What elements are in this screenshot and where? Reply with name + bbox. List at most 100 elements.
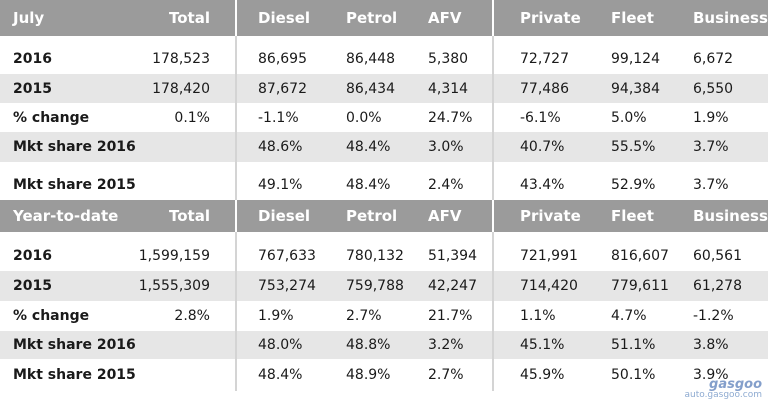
table-cell: 87,672 xyxy=(258,81,307,97)
section-title: Year-to-date xyxy=(13,207,119,225)
table-cell: 40.7% xyxy=(520,139,565,155)
table-cell: 51,394 xyxy=(428,248,477,264)
table-cell: 55.5% xyxy=(611,139,656,155)
row-label: Mkt share 2015 xyxy=(13,367,136,383)
column-header: AFV xyxy=(428,9,462,27)
column-header: Petrol xyxy=(346,207,398,225)
table-cell: 6,672 xyxy=(693,51,734,67)
table-cell: -6.1% xyxy=(520,109,561,126)
table-cell: 753,274 xyxy=(258,278,316,294)
table-cell: 86,448 xyxy=(346,51,395,67)
table-cell: 4.7% xyxy=(611,308,647,324)
table-cell: 1,599,159 xyxy=(138,248,210,264)
column-header: Total xyxy=(169,207,210,225)
column-header: Fleet xyxy=(611,9,654,27)
table-cell: 61,278 xyxy=(693,278,742,294)
column-divider xyxy=(492,36,494,200)
table-cell: 48.4% xyxy=(346,139,391,155)
table-cell: 50.1% xyxy=(611,367,656,383)
watermark-logo: gasgoo xyxy=(709,377,762,392)
table-cell: 51.1% xyxy=(611,337,656,353)
table-cell: 721,991 xyxy=(520,248,578,264)
table-cell: 767,633 xyxy=(258,248,316,264)
table-cell: 714,420 xyxy=(520,278,578,294)
table-cell: 24.7% xyxy=(428,109,473,126)
table-cell xyxy=(150,132,210,162)
table-cell: 99,124 xyxy=(611,51,660,67)
table-cell: 178,420 xyxy=(152,81,210,97)
column-header: Private xyxy=(520,9,581,27)
table-cell: 86,434 xyxy=(346,81,395,97)
table-cell: 52.9% xyxy=(611,177,656,193)
table-cell: 1.1% xyxy=(520,308,556,324)
header-divider xyxy=(492,200,494,232)
section-header: Year-to-date Total Diesel Petrol AFV Private F… xyxy=(0,200,768,232)
table-cell: 0.0% xyxy=(346,109,382,126)
table-cell: 5.0% xyxy=(611,109,647,126)
table-cell: 86,695 xyxy=(258,51,307,67)
column-header: Petrol xyxy=(346,9,398,27)
table-cell: 1.9% xyxy=(258,308,294,324)
table-cell: 4,314 xyxy=(428,81,469,97)
table-cell: 5,380 xyxy=(428,51,469,67)
table-cell: 0.1% xyxy=(174,109,210,126)
table-cell: 3.0% xyxy=(428,139,464,155)
table-cell: 2.7% xyxy=(428,367,464,383)
column-header: Business xyxy=(693,207,768,225)
column-header: Private xyxy=(520,207,581,225)
table-cell: 45.1% xyxy=(520,337,565,353)
table-cell: 48.8% xyxy=(346,337,391,353)
table-row: Mkt share 2016 48.6% 48.4% 3.0% 40.7% 55.5% 3.… xyxy=(0,132,768,162)
table-cell: 72,727 xyxy=(520,51,569,67)
table-cell: 48.4% xyxy=(346,177,391,193)
row-label: Mkt share 2015 xyxy=(13,177,136,193)
column-header: Total xyxy=(169,9,210,27)
column-header: AFV xyxy=(428,207,462,225)
header-divider xyxy=(492,0,494,36)
row-label: Mkt share 2016 xyxy=(13,139,136,155)
table-cell: 3.7% xyxy=(693,139,729,155)
row-label: 2015 xyxy=(13,278,52,294)
header-divider xyxy=(235,200,237,232)
table-cell: 94,384 xyxy=(611,81,660,97)
column-header: Fleet xyxy=(611,207,654,225)
table-cell: 3.2% xyxy=(428,337,464,353)
row-label: 2016 xyxy=(13,248,52,264)
table-cell: 816,607 xyxy=(611,248,669,264)
table-cell: 1,555,309 xyxy=(138,278,210,294)
row-label: 2015 xyxy=(13,81,52,97)
table-cell: 77,486 xyxy=(520,81,569,97)
column-divider xyxy=(235,36,237,200)
table-cell: 42,247 xyxy=(428,278,477,294)
table-cell: 3.7% xyxy=(693,177,729,193)
row-label: 2016 xyxy=(13,51,52,67)
table-cell: -1.1% xyxy=(258,109,299,126)
table-cell: 21.7% xyxy=(428,308,473,324)
table-cell: 45.9% xyxy=(520,367,565,383)
table-row: % change 2.8% 1.9% 2.7% 21.7% 1.1% 4.7% -1.2% xyxy=(0,301,768,331)
table-cell: 779,611 xyxy=(611,278,669,294)
column-header: Diesel xyxy=(258,9,311,27)
table-cell: 6,550 xyxy=(693,81,734,97)
table-cell: 48.6% xyxy=(258,139,303,155)
column-header: Business xyxy=(693,9,768,27)
section-title: July xyxy=(13,9,45,27)
table-cell: 3.8% xyxy=(693,337,729,353)
table-cell: 48.0% xyxy=(258,337,303,353)
table-cell: 2.8% xyxy=(174,308,210,324)
table-cell: 759,788 xyxy=(346,278,404,294)
table-cell: 60,561 xyxy=(693,248,742,264)
table-row: Mkt share 2015 49.1% 48.4% 2.4% 43.4% 52.9% 3.… xyxy=(0,170,768,200)
row-label: Mkt share 2016 xyxy=(13,337,136,353)
table-cell xyxy=(150,359,210,391)
table-cell xyxy=(150,331,210,359)
table-cell: 2.4% xyxy=(428,177,464,193)
table-row: 2015 178,420 87,672 86,434 4,314 77,486 94,384… xyxy=(0,74,768,104)
table-cell: 2.7% xyxy=(346,308,382,324)
table-cell: 48.9% xyxy=(346,367,391,383)
table-cell: 3.9% xyxy=(693,367,729,383)
table-cell: 49.1% xyxy=(258,177,303,193)
table-cell: 48.4% xyxy=(258,367,303,383)
table-row: % change 0.1% -1.1% 0.0% 24.7% -6.1% 5.0% 1.9% xyxy=(0,103,768,132)
table-row: 2016 1,599,159 767,633 780,132 51,394 721,991… xyxy=(0,241,768,271)
